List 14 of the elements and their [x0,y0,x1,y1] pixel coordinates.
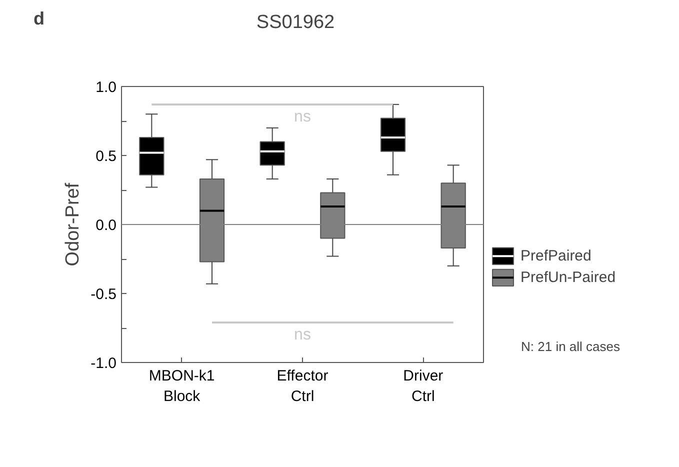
chart-title: SS01962 [256,12,335,33]
y-tick-label: 1.0 [96,79,117,96]
y-tick-label: -1.0 [90,355,117,372]
y-axis-title: Odor-Pref [62,182,84,266]
x-tick-label: MBON-k1 Block [148,368,215,405]
y-tick-label: 0.0 [96,217,117,234]
text: N: 21 in all cases [521,339,620,354]
y-tick-label: -0.5 [90,286,117,303]
text: d [34,8,44,28]
y-tick-label: 0.5 [96,148,117,165]
legend-label: PrefPaired [520,248,592,265]
legend-label: PrefUn-Paired [520,269,616,286]
x-tick-label: Effector Ctrl [276,368,328,405]
x-tick-label: Driver Ctrl [403,368,444,405]
